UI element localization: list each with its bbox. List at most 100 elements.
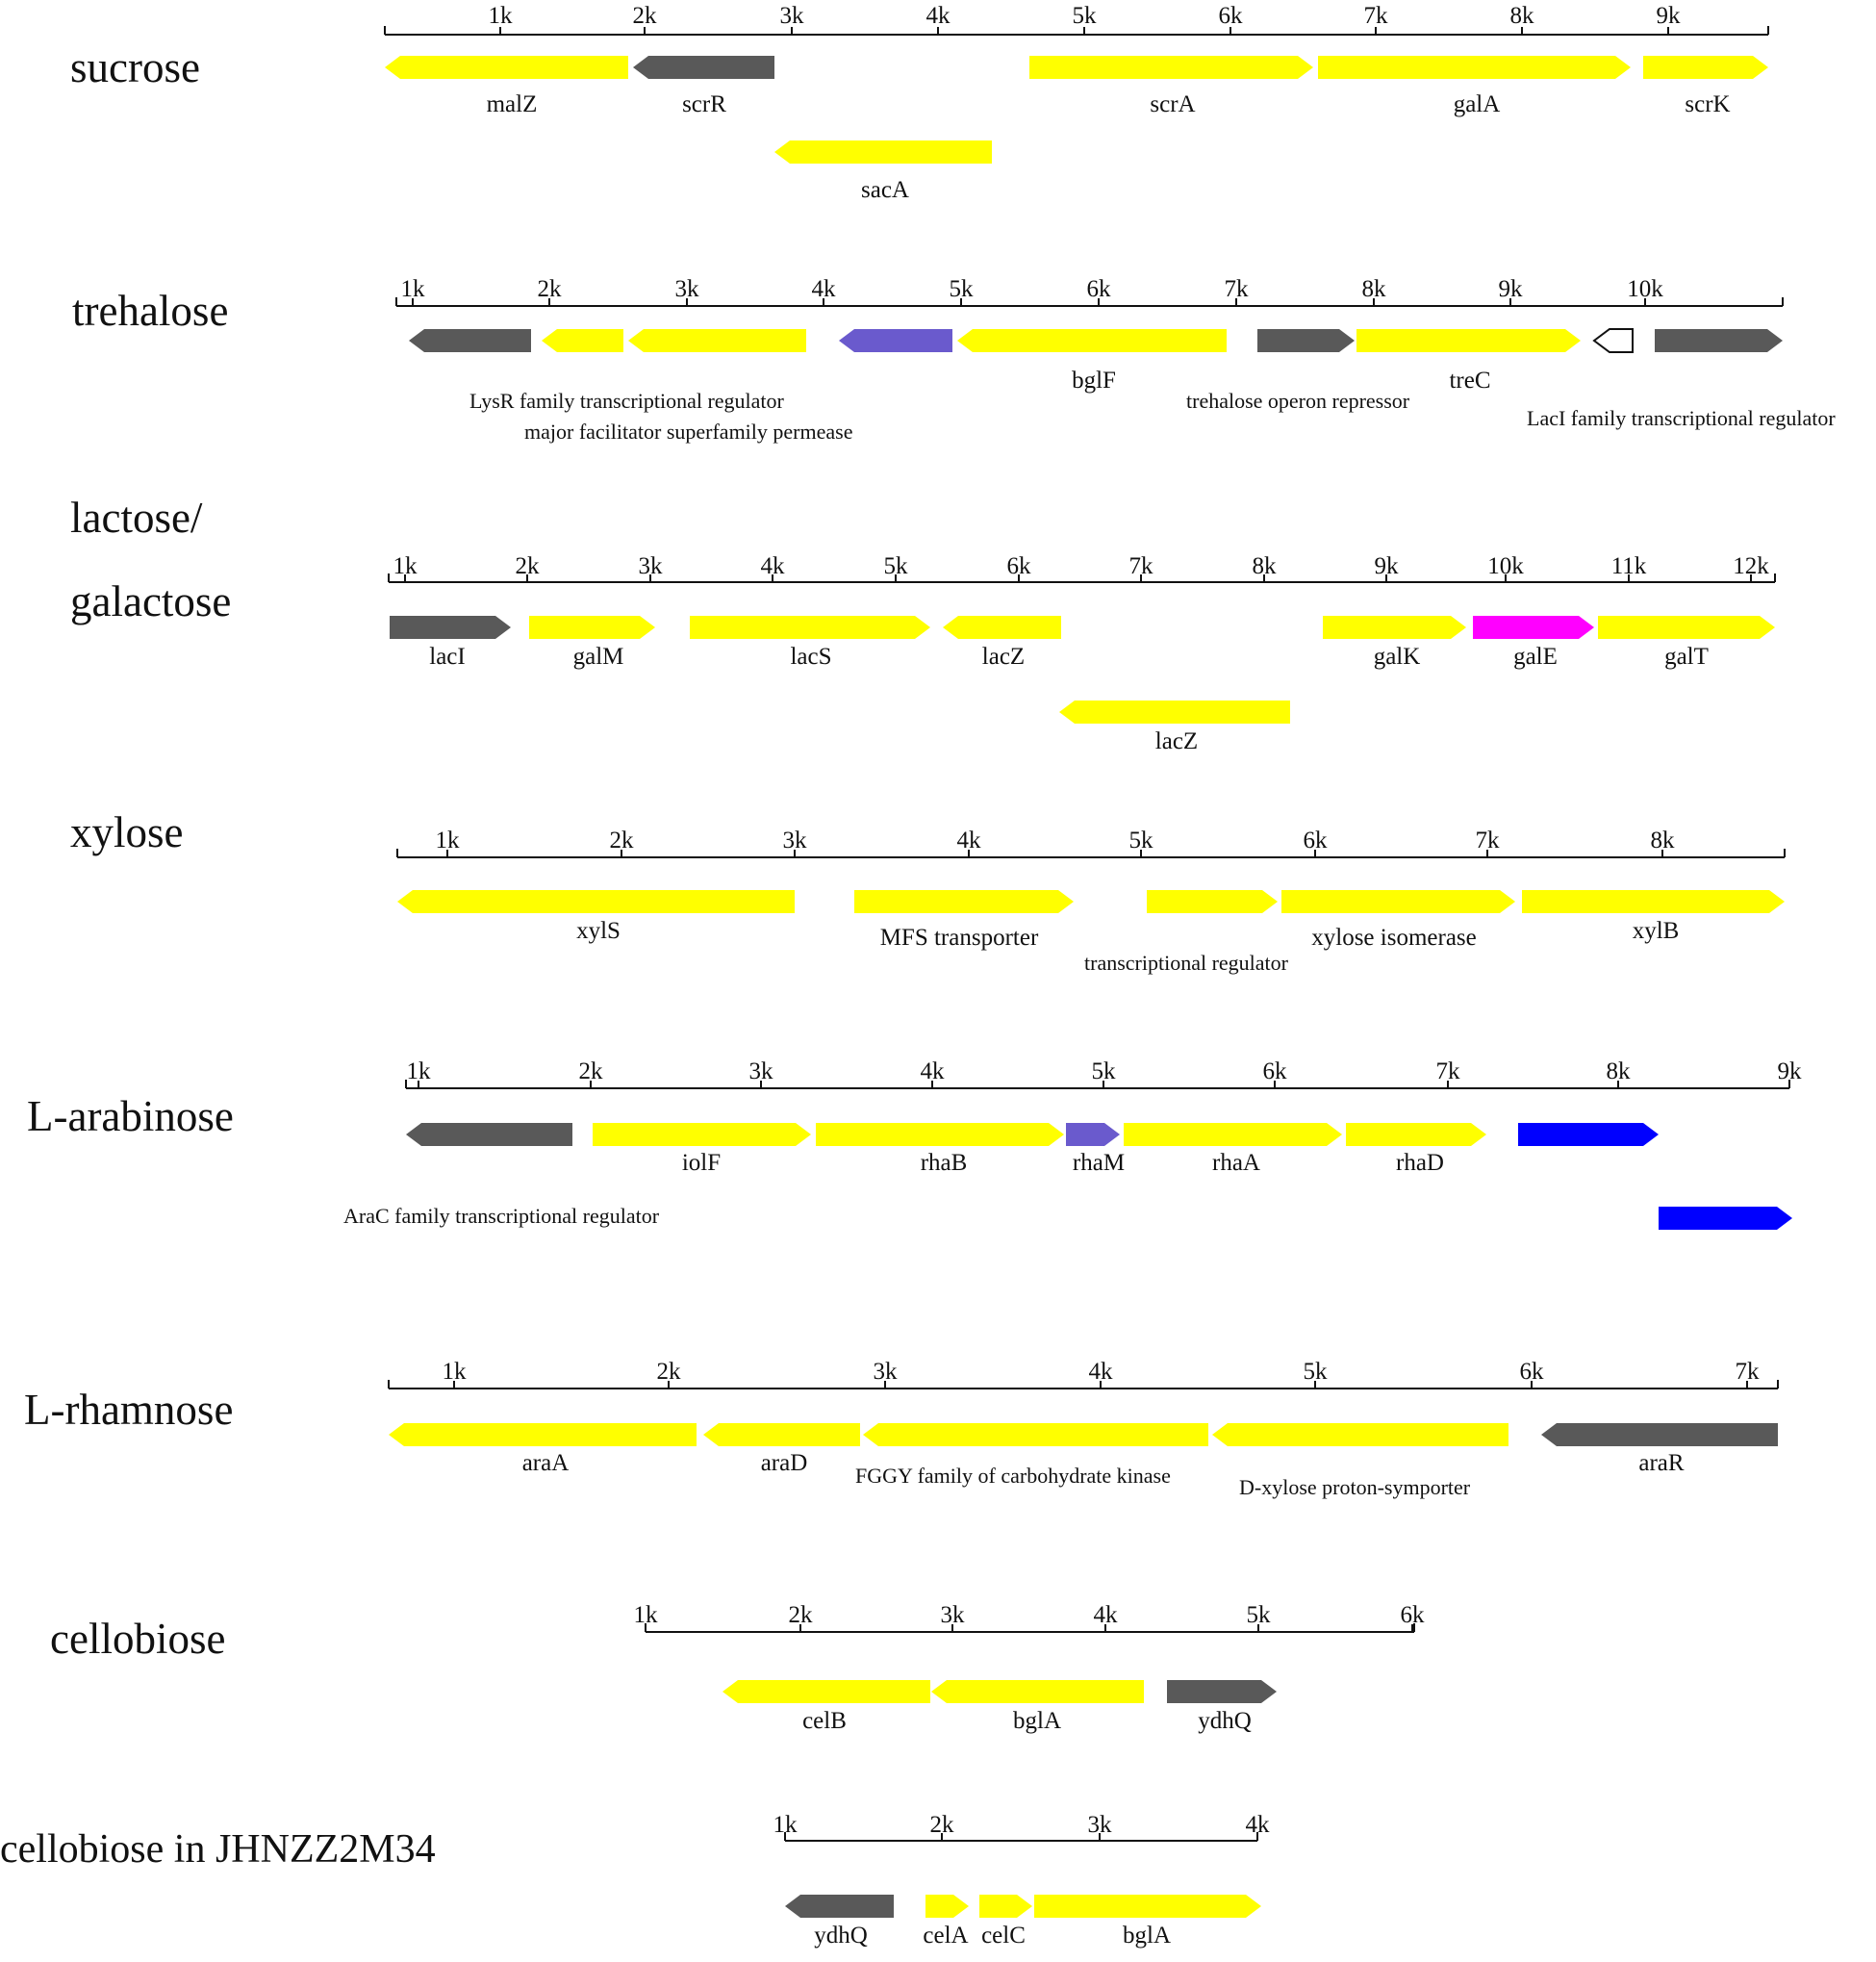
tick-label: 3k <box>783 828 808 854</box>
gene-arrow <box>409 329 531 352</box>
gene-label: ydhQ <box>1198 1708 1252 1734</box>
tick-label: 5k <box>1129 828 1154 854</box>
gene-arrow <box>1643 56 1768 79</box>
tick-label: 9k <box>1375 553 1400 579</box>
tick-label: 1k <box>393 553 418 579</box>
tick-label: 9k <box>1657 3 1682 29</box>
gene-arrow <box>703 1423 860 1446</box>
tick-label: 7k <box>1436 1058 1461 1084</box>
tick-label: 4k <box>957 828 982 854</box>
gene-label: scrR <box>682 91 726 117</box>
tick-label: 5k <box>1247 1602 1272 1628</box>
tick-label: 8k <box>1362 276 1387 302</box>
gene-label: galM <box>573 644 624 670</box>
gene-arrow <box>931 1680 1144 1703</box>
gene-label: rhaD <box>1396 1150 1444 1176</box>
tick-label: 1k <box>401 276 426 302</box>
gene-arrow <box>1346 1123 1486 1146</box>
tick-label: 9k <box>1499 276 1524 302</box>
tick-label: 2k <box>930 1812 955 1838</box>
gene-label: bglA <box>1123 1923 1171 1949</box>
gene-label: lacZ <box>1155 728 1198 754</box>
gene-arrow <box>1592 328 1634 353</box>
gene-arrow <box>633 56 774 79</box>
tick-label: 7k <box>1129 553 1154 579</box>
tick-label: 7k <box>1364 3 1389 29</box>
tick-label: 8k <box>1607 1058 1632 1084</box>
gene-arrow <box>1034 1895 1261 1918</box>
gene-arrow <box>593 1123 811 1146</box>
tick-label: 6k <box>1520 1359 1545 1385</box>
gene-label: xylose isomerase <box>1311 925 1476 951</box>
tick-label: 3k <box>749 1058 774 1084</box>
gene-arrow <box>1124 1123 1342 1146</box>
gene-arrow <box>1066 1123 1120 1146</box>
gene-arrow <box>1147 890 1278 913</box>
tick-label: 6k <box>1401 1602 1426 1628</box>
track-7: cellobiose in JHNZZ2M34 1k 2k 3k 4k ydhQ celA c… <box>0 1812 1270 1949</box>
gene-arrow <box>1522 890 1785 913</box>
gene-arrow <box>1473 616 1594 639</box>
gene-arrow <box>385 56 628 79</box>
gene-arrow <box>690 616 930 639</box>
gene-label: rhaA <box>1212 1150 1260 1176</box>
tick-label: 3k <box>780 3 805 29</box>
track-label: lactose/ <box>70 494 203 542</box>
gene-arrow <box>1212 1423 1508 1446</box>
track-0: sucrose 1k 2k 3k 4k 5k 6k 7k 8k 9k malZ scrR scrA gal… <box>70 3 1769 203</box>
gene-label: celC <box>981 1923 1026 1949</box>
track-6: cellobiose 1k 2k 3k 4k 5k 6k celB bglA ydhQ <box>50 1602 1425 1734</box>
tick-label: 3k <box>941 1602 966 1628</box>
track-3: xylose 1k 2k 3k 4k 5k 6k 7k 8k xylS MFS transporte… <box>70 808 1786 975</box>
tick-label: 2k <box>789 1602 814 1628</box>
gene-label: celA <box>923 1923 968 1949</box>
tick-label: 5k <box>1073 3 1098 29</box>
track-label: sucrose <box>70 43 200 91</box>
tick-label: 5k <box>1304 1359 1329 1385</box>
tick-label: 1k <box>634 1602 659 1628</box>
gene-label: galA <box>1454 91 1501 117</box>
tick-label: 11k <box>1611 553 1647 579</box>
tick-label: 10k <box>1627 276 1663 302</box>
gene-arrow <box>839 329 952 352</box>
gene-arrow <box>816 1123 1064 1146</box>
tick-label: 1k <box>443 1359 468 1385</box>
gene-arrow <box>397 890 795 913</box>
gene-arrow <box>1167 1680 1277 1703</box>
tick-label: 8k <box>1253 553 1278 579</box>
gene-annotation: LacI family transcriptional regulator <box>1527 406 1836 430</box>
tick-label: 7k <box>1225 276 1250 302</box>
tick-label: 2k <box>579 1058 604 1084</box>
tick-label: 2k <box>516 553 541 579</box>
gene-arrow <box>1356 329 1581 352</box>
gene-arrow <box>1059 701 1290 724</box>
gene-arrow <box>1655 329 1783 352</box>
track-label: L-arabinose <box>27 1092 234 1140</box>
gene-arrow <box>785 1895 894 1918</box>
tick-label: 6k <box>1219 3 1244 29</box>
gene-arrow <box>1659 1207 1792 1230</box>
gene-label: bglF <box>1072 368 1116 394</box>
gene-label: MFS transporter <box>880 925 1039 951</box>
tick-label: 7k <box>1736 1359 1761 1385</box>
track-label: L-rhamnose <box>24 1386 233 1434</box>
track-2: lactose/galactose 1k 2k 3k 4k 5k 6k 7k 8k 9k 10k 11… <box>70 494 1776 754</box>
gene-arrow <box>723 1680 930 1703</box>
tick-label: 6k <box>1007 553 1032 579</box>
gene-arrow <box>957 329 1227 352</box>
track-label: trehalose <box>72 287 228 335</box>
gene-arrow <box>1541 1423 1778 1446</box>
gene-label: treC <box>1449 368 1490 394</box>
gene-annotation: AraC family transcriptional regulator <box>343 1204 660 1228</box>
tick-label: 1k <box>489 3 514 29</box>
gene-annotation: transcriptional regulator <box>1084 951 1289 975</box>
gene-label: rhaB <box>921 1150 968 1176</box>
gene-label: galK <box>1374 644 1421 670</box>
tick-label: 2k <box>538 276 563 302</box>
gene-arrow <box>1318 56 1631 79</box>
tick-label: 6k <box>1304 828 1329 854</box>
gene-annotation: trehalose operon repressor <box>1186 389 1410 413</box>
gene-arrow <box>774 140 992 164</box>
tick-label: 4k <box>1094 1602 1119 1628</box>
track-label: cellobiose <box>50 1615 225 1663</box>
